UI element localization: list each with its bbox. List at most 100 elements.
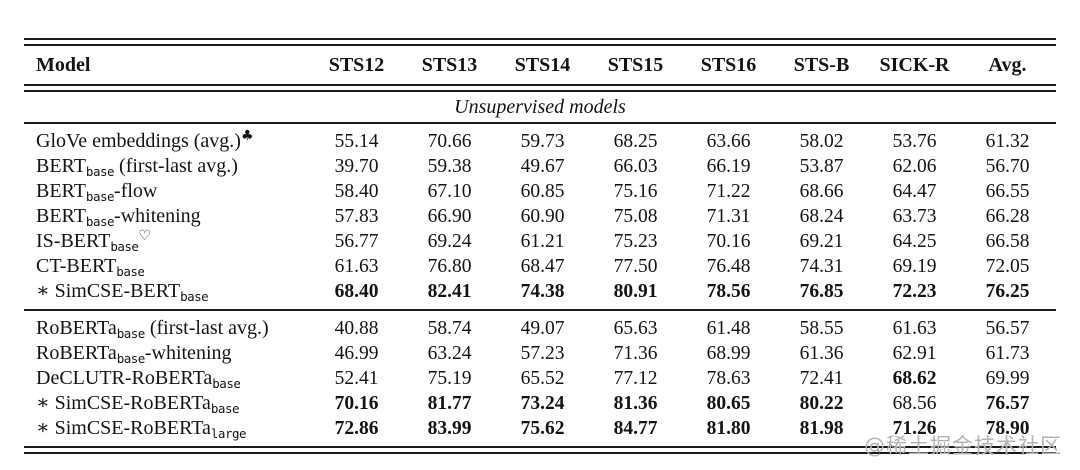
table-row: BERTbase-flow 58.40 67.10 60.85 75.16 71.22 68… xyxy=(24,179,1056,204)
value-cell: 78.56 xyxy=(706,281,751,302)
value-cell: 76.25 xyxy=(985,281,1030,302)
value-cell: 68.62 xyxy=(892,368,937,389)
value-cell: 74.38 xyxy=(520,281,565,302)
model-cell: ∗ SimCSE-RoBERTabase xyxy=(24,391,310,416)
table-group-bert: GloVe embeddings (avg.)♣ 55.14 70.66 59.73 6… xyxy=(24,124,1056,309)
value-cell: 80.65 xyxy=(706,393,751,414)
value-cell: 68.24 xyxy=(799,206,844,227)
header-cell-sick-r: SICK-R xyxy=(879,53,950,76)
value-cell: 71.26 xyxy=(892,418,937,439)
value-cell: 64.25 xyxy=(892,231,937,252)
value-cell: 80.91 xyxy=(613,281,658,302)
value-cell: 61.21 xyxy=(520,231,565,252)
value-cell: 61.32 xyxy=(985,131,1030,152)
model-name: BERT xyxy=(36,155,86,177)
model-name: RoBERTa xyxy=(36,317,117,339)
table-row: GloVe embeddings (avg.)♣ 55.14 70.66 59.73 6… xyxy=(24,129,1056,154)
value-cell: 76.85 xyxy=(799,281,844,302)
value-cell: 67.10 xyxy=(427,181,472,202)
model-cell: GloVe embeddings (avg.)♣ xyxy=(24,129,310,154)
value-cell: 71.22 xyxy=(706,181,751,202)
header-cell-sts16: STS16 xyxy=(700,53,757,76)
model-name: GloVe embeddings (avg.) xyxy=(36,130,241,152)
value-cell: 58.55 xyxy=(799,318,844,339)
model-subscript: large xyxy=(210,426,247,441)
header-cell-sts12: STS12 xyxy=(328,53,385,76)
model-name: IS-BERT xyxy=(36,230,111,252)
value-cell: 53.87 xyxy=(799,156,844,177)
value-cell: 72.41 xyxy=(799,368,844,389)
model-cell: CT-BERTbase xyxy=(24,254,310,279)
model-name: SimCSE-RoBERTa xyxy=(54,392,211,414)
value-cell: 72.86 xyxy=(334,418,379,439)
value-cell: 56.77 xyxy=(334,231,379,252)
model-cell: ∗ SimCSE-BERTbase xyxy=(24,279,310,304)
star-marker: ∗ xyxy=(36,392,55,414)
value-cell: 55.14 xyxy=(334,131,379,152)
value-cell: 63.73 xyxy=(892,206,937,227)
table-row: RoBERTabase (first-last avg.) 40.88 58.74 4… xyxy=(24,316,1056,341)
table-group-roberta: RoBERTabase (first-last avg.) 40.88 58.74 4… xyxy=(24,311,1056,446)
value-cell: 69.99 xyxy=(985,368,1030,389)
value-cell: 68.40 xyxy=(334,281,379,302)
value-cell: 72.23 xyxy=(892,281,937,302)
star-marker: ∗ xyxy=(36,417,55,439)
value-cell: 52.41 xyxy=(334,368,379,389)
model-subscript: base xyxy=(85,164,115,179)
value-cell: 72.05 xyxy=(985,256,1030,277)
model-subscript: base xyxy=(212,376,241,391)
model-cell: DeCLUTR-RoBERTabase xyxy=(24,366,310,391)
bottom-rule xyxy=(24,446,1056,454)
value-cell: 61.48 xyxy=(706,318,751,339)
value-cell: 61.36 xyxy=(799,343,844,364)
value-cell: 68.47 xyxy=(520,256,565,277)
value-cell: 77.12 xyxy=(613,368,658,389)
value-cell: 75.19 xyxy=(427,368,472,389)
value-cell: 66.58 xyxy=(985,231,1030,252)
model-cell: BERTbase (first-last avg.) xyxy=(24,154,310,179)
model-name: DeCLUTR-RoBERTa xyxy=(36,367,213,389)
value-cell: 58.74 xyxy=(427,318,472,339)
table-row: IS-BERTbase♡ 56.77 69.24 61.21 75.23 70.16 69.… xyxy=(24,229,1056,254)
star-marker: ∗ xyxy=(36,280,55,302)
value-cell: 56.57 xyxy=(985,318,1030,339)
value-cell: 70.16 xyxy=(334,393,379,414)
value-cell: 75.16 xyxy=(613,181,658,202)
value-cell: 65.63 xyxy=(613,318,658,339)
value-cell: 81.77 xyxy=(427,393,472,414)
value-cell: 60.85 xyxy=(520,181,565,202)
value-cell: 68.99 xyxy=(706,343,751,364)
value-cell: 75.62 xyxy=(520,418,565,439)
model-subscript: base xyxy=(116,326,146,341)
value-cell: 74.31 xyxy=(799,256,844,277)
header-cell-sts14: STS14 xyxy=(514,53,571,76)
model-cell: RoBERTabase-whitening xyxy=(24,341,310,366)
value-cell: 61.73 xyxy=(985,343,1030,364)
value-cell: 68.66 xyxy=(799,181,844,202)
header-cell-sts13: STS13 xyxy=(421,53,478,76)
club-suit-icon: ♣ xyxy=(240,128,254,144)
value-cell: 66.90 xyxy=(427,206,472,227)
value-cell: 46.99 xyxy=(334,343,379,364)
model-name: CT-BERT xyxy=(36,255,117,277)
model-subscript: base xyxy=(110,239,139,254)
header-row: Model STS12 STS13 STS14 STS15 STS16 STS-B SICK-… xyxy=(24,46,1056,84)
value-cell: 58.02 xyxy=(799,131,844,152)
value-cell: 80.22 xyxy=(799,393,844,414)
value-cell: 71.36 xyxy=(613,343,658,364)
model-name: SimCSE-RoBERTa xyxy=(54,417,211,439)
value-cell: 57.83 xyxy=(334,206,379,227)
value-cell: 68.56 xyxy=(892,393,937,414)
model-subscript: base xyxy=(116,351,146,366)
value-cell: 84.77 xyxy=(613,418,658,439)
value-cell: 49.67 xyxy=(520,156,565,177)
value-cell: 83.99 xyxy=(427,418,472,439)
table-row: DeCLUTR-RoBERTabase 52.41 75.19 65.52 77.12 7… xyxy=(24,366,1056,391)
model-subscript: base xyxy=(116,264,145,279)
value-cell: 49.07 xyxy=(520,318,565,339)
value-cell: 66.28 xyxy=(985,206,1030,227)
model-subscript: base xyxy=(210,401,240,416)
heart-suit-icon: ♡ xyxy=(138,228,152,244)
model-cell: BERTbase-whitening xyxy=(24,204,310,229)
